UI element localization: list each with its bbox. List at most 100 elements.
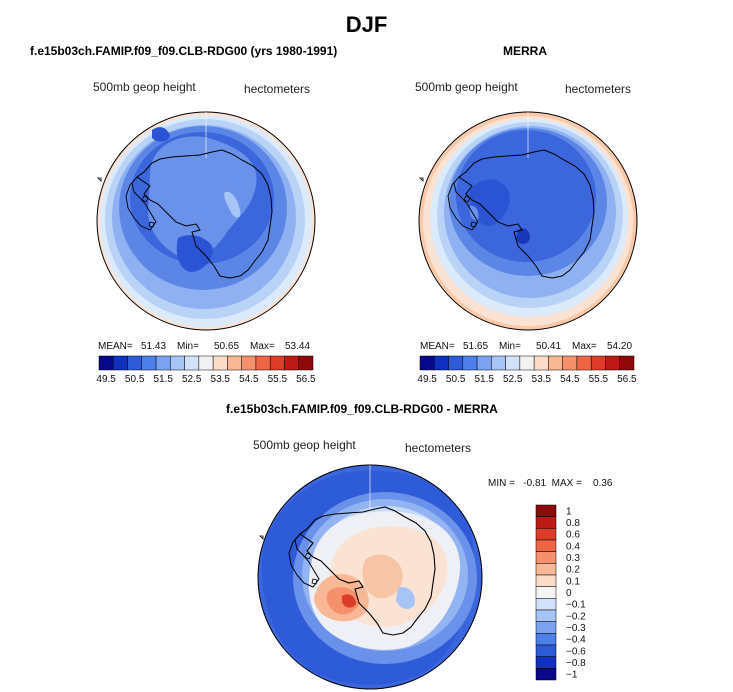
panel3-colorbar-swatch	[535, 539, 557, 552]
panel1-band-50.5-b	[152, 127, 170, 142]
panel1-mean-label: MEAN=	[98, 341, 133, 352]
panel1-colorbar: 49.5 50.5 51.5 52.5 53.5 54.5 55.5 56.5	[96, 355, 316, 385]
panel1-colorbar-swatch	[227, 355, 242, 371]
panel1-colorbar-swatch	[113, 355, 128, 371]
panel3-colorbar-tick-label: 0.6	[566, 530, 580, 541]
panel2-colorbar-swatch	[562, 355, 578, 371]
panel2-colorbar-swatch	[419, 355, 435, 371]
panel1-band-52-patch	[224, 191, 241, 218]
panel1-colorbar-swatch	[298, 355, 314, 371]
panel3-band-0.2-b	[362, 554, 403, 599]
panel3-colorbar-swatch	[535, 574, 557, 587]
panel3-title: f.e15b03ch.FAMIP.f09_f09.CLB-RDG00 - MER…	[226, 402, 498, 416]
panel2-mean-value: 51.65	[463, 341, 489, 352]
panel1-colorbar-swatch	[212, 355, 228, 371]
panel1-band-50.5	[176, 235, 213, 272]
panel3-colorbar-swatch	[535, 563, 557, 576]
panel3-colorbar-swatch	[535, 504, 557, 517]
panel1-colorbar-swatch	[170, 355, 185, 371]
panel2-colorbar-swatch	[505, 355, 521, 371]
panel2-band-51	[456, 130, 596, 262]
panel1-colorbar-tick-label: 51.5	[153, 374, 173, 385]
panel3-colorbar-tick-label: 0.3	[566, 553, 580, 564]
panel3-colorbar-tick-label: 1	[566, 506, 572, 517]
panel2-colorbar-swatch	[605, 355, 620, 371]
panel3-colorbar-tick-label: −0.6	[566, 646, 586, 657]
panel3-band-0.4	[342, 594, 356, 608]
panel3-field-label: 500mb geop height	[253, 438, 356, 452]
panel3-colorbar-tick-label: −0.4	[566, 635, 586, 646]
panel2-colorbar-tick-label: 49.5	[417, 374, 437, 385]
panel1-map	[97, 112, 315, 330]
panel1-max-value: 53.44	[285, 341, 311, 352]
panel1-colorbar-swatch	[255, 355, 271, 371]
panel1-colorbar-swatch	[284, 355, 299, 371]
panel3-units: hectometers	[405, 441, 472, 455]
panel3-colorbar-swatch	[535, 656, 557, 669]
panel2-max-label: Max=	[572, 341, 597, 352]
panel1-mean-value: 51.43	[141, 341, 167, 352]
figure-title: DJF	[345, 12, 388, 37]
panel3-colorbar-swatch	[535, 668, 557, 681]
panel3-islands	[259, 535, 318, 585]
panel3-colorbar-swatch	[535, 551, 557, 564]
panel1-colorbar-swatch	[198, 355, 214, 371]
panel2-colorbar-swatch	[434, 355, 449, 371]
panel2-antarctica-coastline	[458, 149, 595, 279]
panel2-colorbar-swatch	[462, 355, 478, 371]
panel2-max-value: 54.20	[607, 341, 633, 352]
panel1-colorbar-swatch	[155, 355, 171, 371]
panel1-colorbar-tick-label: 53.5	[211, 374, 231, 385]
panel3-colorbar-tick-label: 0.4	[566, 541, 580, 552]
panel1-title: f.e15b03ch.FAMIP.f09_f09.CLB-RDG00 (yrs …	[30, 44, 338, 58]
panel1-colorbar-swatch	[127, 355, 143, 371]
panel3-antarctica-coastline	[299, 506, 436, 636]
panel3-range-text: MIN = -0.81 MAX = 0.36	[488, 478, 613, 489]
panel3-colorbar-swatch	[535, 609, 557, 622]
panel2-min-value: 50.41	[536, 341, 562, 352]
panel2-mean-label: MEAN=	[420, 341, 455, 352]
panel1-min-value: 50.65	[214, 341, 240, 352]
panel2-colorbar-tick-label: 51.5	[474, 374, 494, 385]
panel2-title: MERRA	[503, 44, 547, 58]
panel2-colorbar-swatch	[448, 355, 464, 371]
panel2-band-50.5	[469, 179, 510, 227]
panel3-colorbar-swatch	[535, 516, 557, 529]
panel1-colorbar-tick-label: 56.5	[296, 374, 316, 385]
panel3-colorbar-swatch	[535, 621, 557, 634]
panel3-colorbar-swatch	[535, 528, 557, 541]
panel2-colorbar-swatch	[548, 355, 563, 371]
panel2-band-51.5-patch	[469, 205, 479, 221]
panel3-colorbar-tick-label: −1	[566, 670, 578, 681]
panel1-colorbar-tick-label: 49.5	[96, 374, 116, 385]
panel3-colorbar-tick-label: 0	[566, 588, 572, 599]
panel2-colorbar-tick-label: 56.5	[617, 374, 637, 385]
panel3-colorbar-tick-label: −0.2	[566, 611, 586, 622]
panel3-map	[258, 465, 482, 689]
panel2-colorbar-tick-label: 52.5	[503, 374, 523, 385]
panel3-colorbar-tick-label: −0.8	[566, 658, 586, 669]
panel1-colorbar-tick-label: 50.5	[125, 374, 145, 385]
panel3-colorbar-tick-label: −0.1	[566, 600, 586, 611]
panel2-field-label: 500mb geop height	[415, 80, 518, 94]
panel3-band--0.2-patch	[396, 587, 415, 609]
panel1-colorbar-tick-label: 54.5	[239, 374, 259, 385]
panel2-colorbar-swatch	[590, 355, 606, 371]
panel2-colorbar-tick-label: 55.5	[589, 374, 609, 385]
panel3-colorbar: 10.80.60.40.30.20.10−0.1−0.2−0.3−0.4−0.6…	[535, 504, 586, 681]
panel3-colorbar-tick-label: 0.2	[566, 565, 580, 576]
panel3-colorbar-swatch	[535, 586, 557, 599]
panel2-islands	[419, 177, 477, 228]
panel1-field-label: 500mb geop height	[93, 80, 196, 94]
panel2-colorbar-swatch	[533, 355, 549, 371]
panel2-colorbar-swatch	[476, 355, 492, 371]
panel1-colorbar-tick-label: 55.5	[268, 374, 288, 385]
panel1-colorbar-swatch	[98, 355, 114, 371]
panel3-colorbar-tick-label: −0.3	[566, 623, 586, 634]
panel1-islands	[97, 177, 155, 228]
panel2-colorbar-swatch	[491, 355, 506, 371]
panel2-colorbar-swatch	[619, 355, 635, 371]
panel2-colorbar: 49.5 50.5 51.5 52.5 53.5 54.5 55.5 56.5	[417, 355, 637, 385]
panel2-colorbar-swatch	[519, 355, 535, 371]
